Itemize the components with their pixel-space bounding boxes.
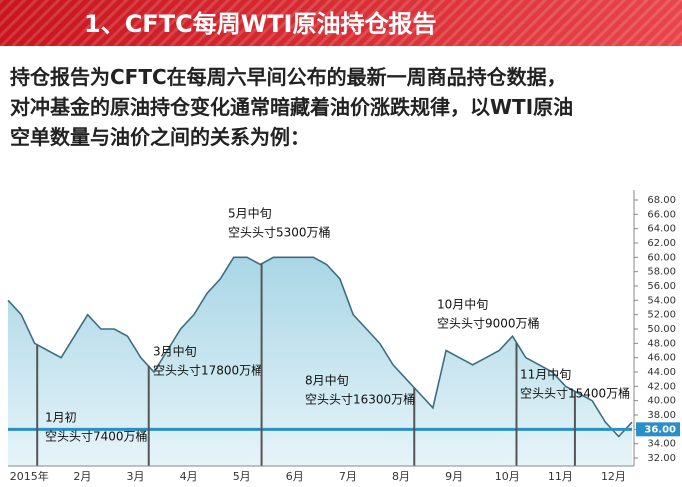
header-stripes [0,0,682,46]
annotation-title: 10月中旬 [437,297,488,312]
x-tick-label: 2015年 [10,469,49,483]
y-tick-label: 60.00 [647,252,676,263]
y-tick-label: 46.00 [647,353,676,364]
y-tick-label: 44.00 [647,367,676,378]
y-tick-label: 50.00 [647,324,676,335]
x-tick-label: 12月 [601,470,626,483]
x-tick-label: 9月 [445,470,463,483]
area [8,257,632,466]
paragraph-line: 持仓报告为CFTC在每周六早间公布的最新一周商品持仓数据， [10,65,567,89]
y-tick-label: 56.00 [647,281,676,292]
y-tick-label: 54.00 [647,295,676,306]
current-label: 36.00 [644,424,676,435]
annotation-title: 3月中旬 [153,344,197,359]
annotation-title: 11月中旬 [520,367,571,382]
annotation-title: 5月中旬 [228,206,272,221]
paragraph-line: 空单数量与油价之间的关系为例： [10,125,310,149]
x-tick-label: 3月 [126,470,144,483]
current-label-bg [636,422,680,437]
header-title: 1、CFTC每周WTI原油持仓报告 [84,10,436,38]
y-tick-label: 38.00 [647,410,676,421]
annotation-text: 空头头寸17800万桶 [153,363,263,378]
x-tick-label: 10月 [495,470,520,483]
y-tick-label: 48.00 [647,338,676,349]
y-tick-label: 52.00 [647,310,676,321]
annotation-title: 1月初 [45,411,77,425]
annotation-text: 空头头寸9000万桶 [437,316,540,331]
annotation-text: 空头头寸7400万桶 [45,429,148,444]
y-tick-label: 34.00 [647,439,676,450]
annotation-text: 空头头寸16300万桶 [305,392,415,407]
annotation-text: 空头头寸5300万桶 [228,225,331,240]
x-tick-label: 7月 [339,470,357,483]
y-tick-label: 64.00 [647,224,676,235]
paragraph-line: 对冲基金的原油持仓变化通常暗藏着油价涨跌规律，以WTI原油 [10,95,574,119]
x-tick-label: 11月 [548,470,573,483]
y-tick-label: 62.00 [647,238,676,249]
x-tick-label: 2月 [73,470,91,483]
x-tick-label: 5月 [233,470,251,483]
y-tick-label: 32.00 [647,453,676,464]
annotation-title: 8月中旬 [305,373,349,388]
y-tick-label: 40.00 [647,396,676,407]
x-tick-label: 6月 [286,470,304,483]
y-tick-label: 66.00 [647,209,676,220]
y-tick-label: 68.00 [647,195,676,206]
price-line [7,256,633,438]
x-tick-label: 4月 [180,470,198,483]
y-tick-label: 42.00 [647,381,676,392]
paragraph: 持仓报告为CFTC在每周六早间公布的最新一周商品持仓数据， 对冲基金的原油持仓变… [10,62,680,152]
plot: 32.00 34.00 36.00 38.00 40.00 42.00 44.00 46.00… [7,190,680,483]
x-tick-label: 8月 [392,470,410,483]
annotation-text: 空头头寸15400万桶 [520,386,630,401]
y-tick-label: 58.00 [647,267,676,278]
